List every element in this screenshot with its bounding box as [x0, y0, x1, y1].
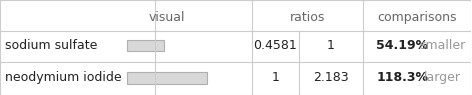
Text: 0.4581: 0.4581	[253, 39, 297, 52]
Text: 1: 1	[327, 39, 335, 52]
Text: sodium sulfate: sodium sulfate	[5, 39, 97, 52]
Text: ratios: ratios	[289, 11, 325, 24]
Text: comparisons: comparisons	[377, 11, 456, 24]
Text: neodymium iodide: neodymium iodide	[5, 71, 121, 84]
Text: 54.19%: 54.19%	[377, 39, 429, 52]
Text: 118.3%: 118.3%	[377, 71, 429, 84]
FancyBboxPatch shape	[127, 40, 164, 51]
Text: 2.183: 2.183	[313, 71, 348, 84]
FancyBboxPatch shape	[127, 72, 207, 84]
Text: 1: 1	[271, 71, 279, 84]
Text: visual: visual	[149, 11, 185, 24]
Text: smaller: smaller	[420, 39, 466, 52]
Text: larger: larger	[424, 71, 461, 84]
